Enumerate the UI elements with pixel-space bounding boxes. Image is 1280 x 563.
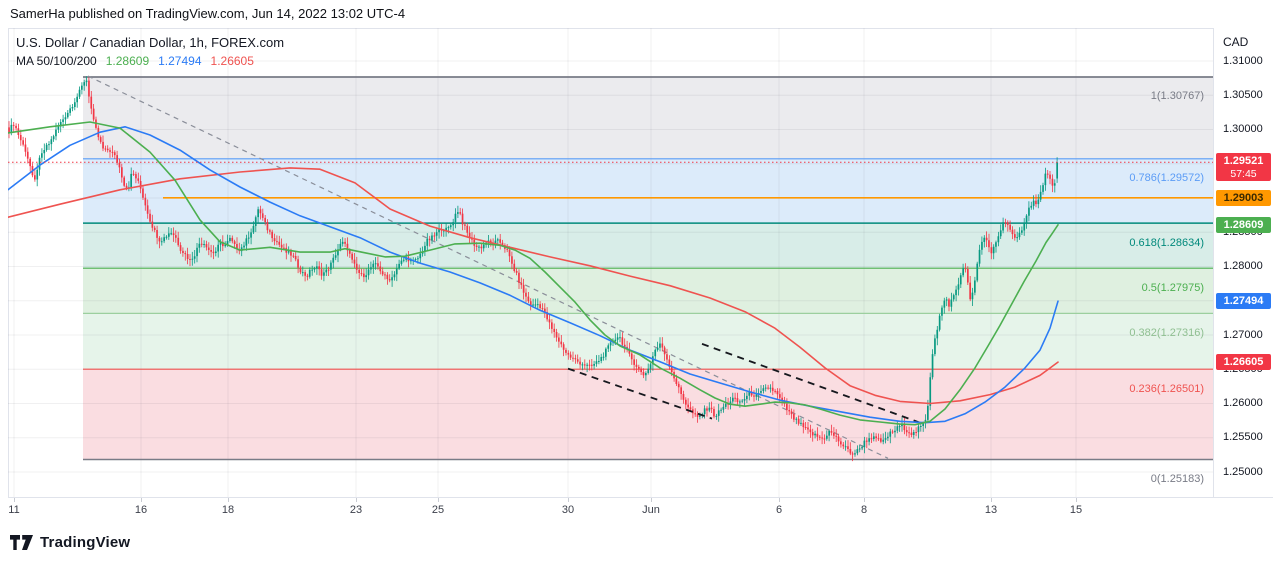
tradingview-logo-text: TradingView	[40, 534, 131, 551]
price-tick-label: 1.27000	[1223, 328, 1263, 341]
time-tick-mark	[568, 498, 569, 502]
ma50-value: 1.28609	[105, 54, 150, 68]
time-tick-label: 23	[349, 504, 363, 516]
current-price-label: 1.29521 57:45	[1216, 153, 1271, 182]
currency-label: CAD	[1223, 35, 1249, 49]
time-tick-mark	[14, 498, 15, 502]
time-tick-mark	[141, 498, 142, 502]
price-axis[interactable]: CAD 1.310001.305001.300001.295001.290001…	[1213, 28, 1273, 497]
chart-canvas[interactable]	[8, 28, 1213, 497]
time-tick-mark	[1076, 498, 1077, 502]
tradingview-logo[interactable]: TradingView	[10, 534, 130, 551]
time-tick-label: Jun	[642, 504, 660, 516]
ma100-line	[8, 126, 1059, 424]
ma200-line	[8, 167, 1059, 405]
ma100-value: 1.27494	[158, 54, 202, 68]
price-tick-label: 1.28000	[1223, 260, 1263, 272]
fib-band	[83, 369, 1213, 460]
time-tick-mark	[864, 498, 865, 502]
time-tick-mark	[438, 498, 439, 502]
time-tick-label: 15	[1069, 504, 1083, 516]
tradingview-logo-icon	[10, 534, 33, 550]
price-tick-label: 1.25000	[1223, 465, 1263, 478]
time-tick-label: 6	[775, 504, 783, 516]
time-axis[interactable]: 11 16 18 23 25 30 Jun 6 8 13 15	[8, 497, 1273, 527]
fib-band	[83, 268, 1213, 314]
time-tick-label: 11	[8, 504, 20, 516]
price-tick-label: 1.25500	[1223, 431, 1263, 444]
fib-band	[83, 223, 1213, 269]
wedge-upper-line	[701, 343, 921, 424]
ma50-price-label: 1.28609	[1216, 216, 1271, 233]
time-tick-mark	[779, 498, 780, 502]
time-tick-mark	[356, 498, 357, 502]
ma200-value: 1.26605	[210, 54, 254, 68]
time-tick-label: 8	[860, 504, 868, 516]
time-tick-label: 25	[431, 504, 445, 516]
price-tick-label: 1.26000	[1223, 397, 1263, 409]
time-tick-label: 30	[561, 504, 575, 516]
attribution-text: SamerHa published on TradingView.com, Ju…	[10, 6, 406, 21]
price-tick-label: 1.30500	[1223, 88, 1263, 101]
wedge-lower-line	[567, 367, 713, 420]
fib-band	[83, 77, 1213, 159]
ma50-line	[8, 121, 1059, 426]
ma200-price-label: 1.26605	[1216, 354, 1271, 371]
ma-legend-label: MA 50/100/200	[16, 54, 97, 68]
time-tick-label: 18	[221, 504, 235, 516]
price-tick-label: 1.31000	[1223, 54, 1263, 67]
ma-indicator-legend[interactable]: MA 50/100/200 1.28609 1.27494 1.26605	[16, 54, 284, 68]
time-tick-mark	[651, 498, 652, 502]
time-tick-label: 16	[134, 504, 148, 516]
time-tick-label: 13	[984, 504, 998, 516]
ma100-price-label: 1.27494	[1216, 293, 1271, 310]
time-tick-mark	[228, 498, 229, 502]
price-tick-label: 1.30000	[1223, 123, 1263, 135]
time-tick-mark	[991, 498, 992, 502]
symbol-title: U.S. Dollar / Canadian Dollar, 1h, FOREX…	[16, 35, 285, 50]
orange-line-price-label: 1.29003	[1216, 189, 1271, 206]
